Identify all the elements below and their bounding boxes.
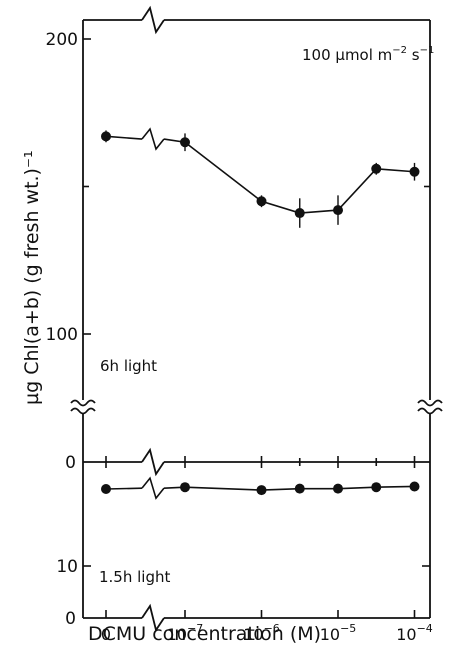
bottom-data-point (333, 483, 343, 494)
top-data-point (371, 163, 382, 174)
bottom-panel-duration-label: 1.5h light (99, 568, 170, 586)
top-border-break (141, 5, 165, 35)
bottom-data-point (180, 482, 190, 493)
top-data-point (294, 208, 305, 219)
bottom-data-point (371, 482, 382, 493)
top-series-line (163, 138, 415, 214)
y-axis-label: µg Chl(a+b) (g fresh wt.)⁻¹ (21, 150, 43, 405)
top-data-point (101, 131, 111, 142)
bottom-border-break (141, 603, 165, 633)
right-axis-break (417, 407, 443, 415)
bottom-data-point (256, 485, 267, 496)
bottom-series-segment (105, 487, 143, 490)
top-data-point (180, 137, 190, 148)
bottom-data-point (409, 481, 420, 492)
top-data-point (256, 196, 267, 207)
bottom-series-break (141, 476, 165, 500)
ytick-label-bottom-0: 0 (65, 453, 76, 473)
ytick-label-bottom-10: 10 (56, 557, 78, 577)
top-data-point (409, 166, 420, 177)
bottom-data-point (294, 483, 305, 494)
panel-divider-break (141, 447, 165, 477)
left-axis-break (70, 399, 96, 407)
ytick-label-200: 200 (46, 30, 78, 50)
light-intensity-annotation: 100 µmol m−2 s−1 (302, 45, 434, 64)
xtick-label: 10−4 (396, 622, 433, 644)
right-axis-break (417, 399, 443, 407)
xtick-label: 0 (101, 625, 111, 644)
xtick-label: 10−5 (320, 622, 357, 644)
bottom-data-point (101, 484, 111, 494)
ytick-label-100: 100 (46, 325, 78, 345)
top-data-point (333, 205, 343, 216)
bottom-panel (101, 476, 420, 500)
ytick-label-bottom-base: 0 (65, 609, 76, 629)
top-panel-duration-label: 6h light (100, 357, 157, 375)
top-panel (101, 127, 420, 228)
top-series-segment (105, 135, 143, 140)
left-axis-break (70, 407, 96, 415)
top-series-break (141, 127, 165, 151)
x-axis-label: DCMU concentration (M) (88, 623, 321, 645)
